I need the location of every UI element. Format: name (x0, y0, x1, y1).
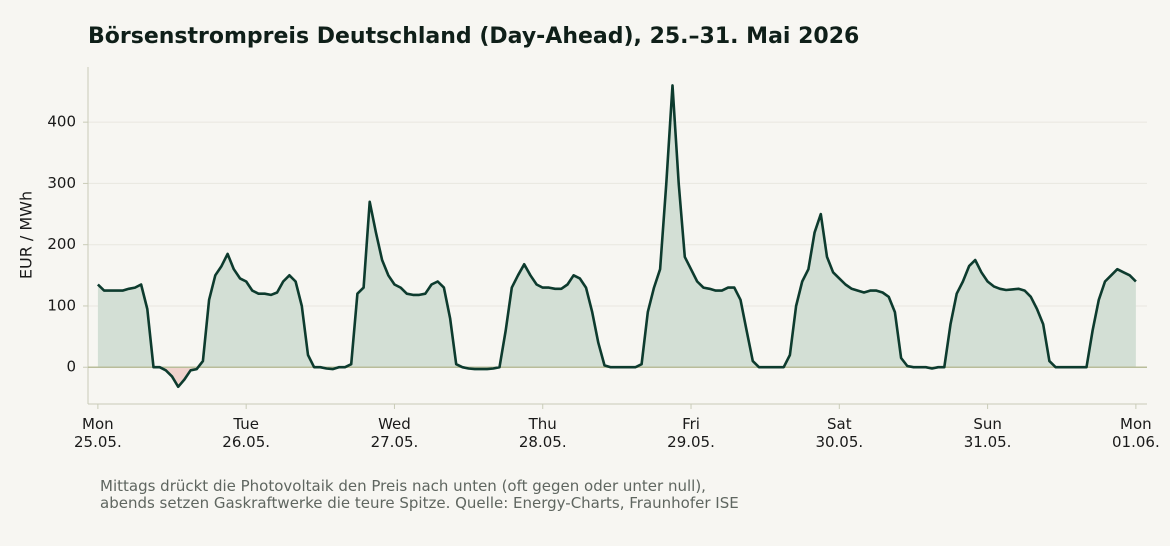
y-tick-label: 0 (66, 358, 76, 376)
y-tick-label: 200 (47, 235, 76, 253)
y-tick-label: 300 (47, 174, 76, 192)
x-tick-label: Wed 27.05. (370, 415, 419, 451)
x-tick-label: Mon 25.05. (74, 415, 122, 451)
x-tick-label: Sun 31.05. (963, 415, 1012, 451)
line (96, 84, 1137, 389)
chart-title: Börsenstrompreis Deutschland (Day-Ahead)… (88, 24, 859, 49)
y-axis-label: EUR / MWh (17, 191, 36, 279)
x-tick-label: Mon 01.06. (1112, 415, 1160, 451)
area (97, 85, 1136, 387)
y-tick-label: 100 (47, 296, 76, 314)
x-tick-label: Sat 30.05. (815, 415, 864, 451)
x-tick-label: Thu 28.05. (518, 415, 567, 451)
x-tick-label: Fri 29.05. (667, 415, 715, 451)
x-tick-label: Tue 26.05. (222, 415, 271, 451)
footnote: Mittags drückt die Photovoltaik den Prei… (100, 477, 739, 512)
y-tick-label: 400 (47, 113, 76, 131)
